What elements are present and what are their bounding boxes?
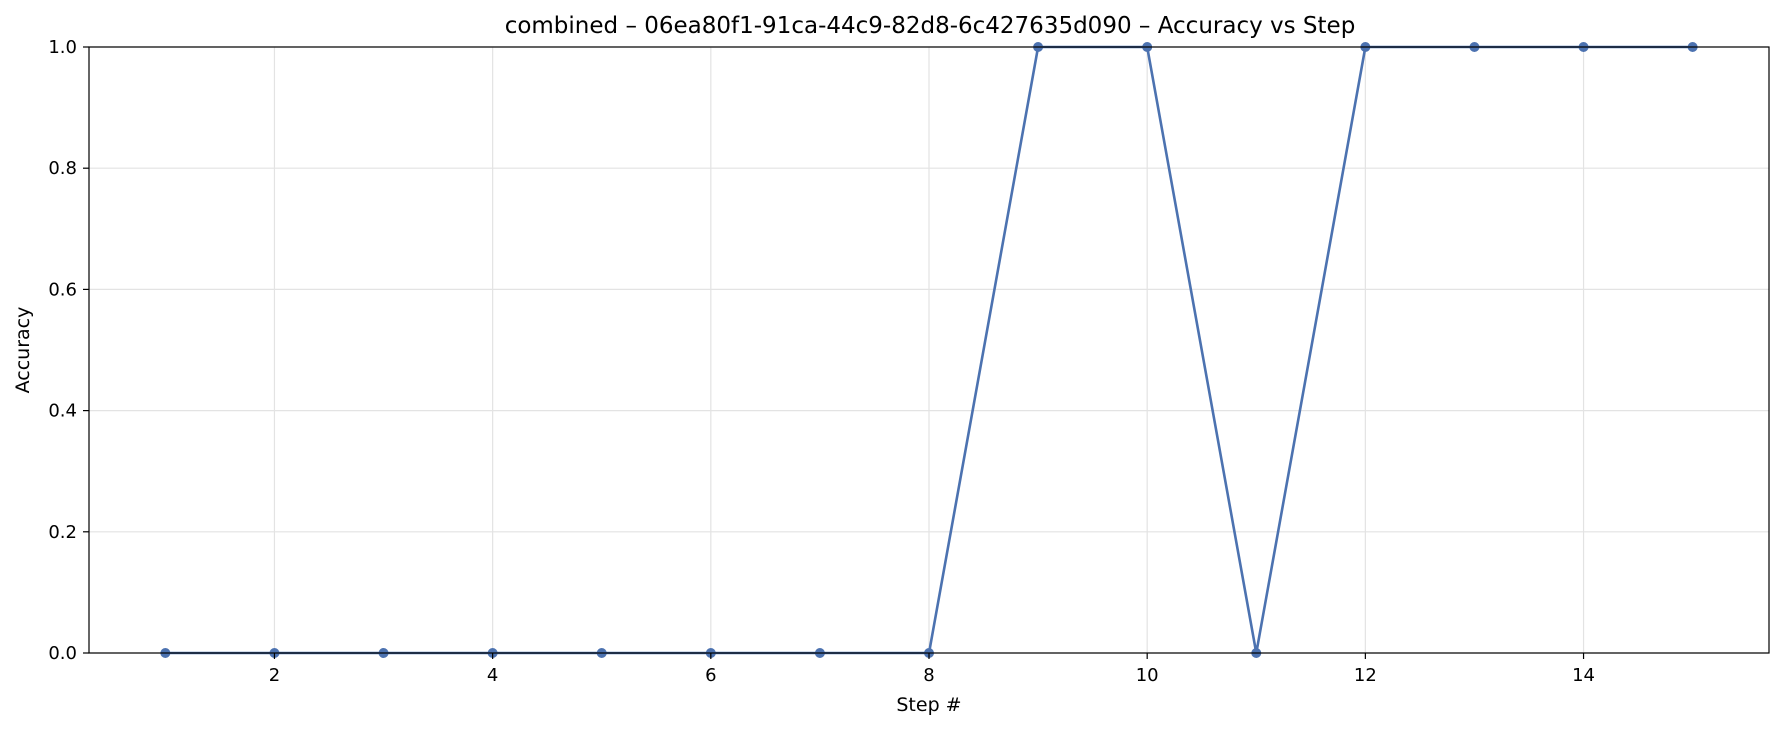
y-tick-label: 0.2 <box>48 522 77 543</box>
y-tick-label: 0.6 <box>48 279 77 300</box>
x-tick-label: 10 <box>1136 665 1159 686</box>
y-axis-label: Accuracy <box>12 307 34 394</box>
y-tick-label: 0.8 <box>48 158 77 179</box>
x-tick-label: 2 <box>269 665 280 686</box>
x-tick-label: 4 <box>487 665 498 686</box>
grid <box>89 46 1769 654</box>
chart-title: combined – 06ea80f1-91ca-44c9-82d8-6c427… <box>505 13 1356 39</box>
x-axis: 2 4 6 8 10 12 14 <box>269 653 1595 686</box>
y-tick-label: 0.4 <box>48 401 77 422</box>
x-tick-label: 14 <box>1572 665 1595 686</box>
x-axis-label: Step # <box>896 694 961 716</box>
y-axis: 0.0 0.2 0.4 0.6 0.8 1.0 <box>48 37 89 664</box>
y-tick-label: 1.0 <box>48 37 77 58</box>
x-tick-label: 8 <box>923 665 934 686</box>
x-tick-label: 12 <box>1354 665 1377 686</box>
y-tick-label: 0.0 <box>48 643 77 664</box>
x-tick-label: 6 <box>705 665 716 686</box>
